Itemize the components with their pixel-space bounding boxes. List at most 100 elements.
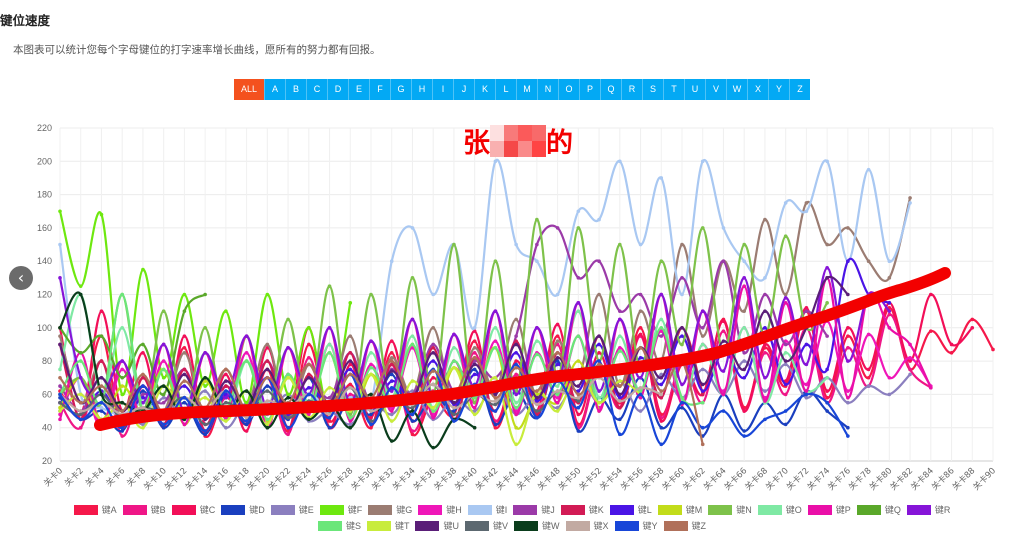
data-point[interactable] [78, 400, 83, 405]
data-point[interactable] [78, 359, 83, 363]
data-point[interactable] [431, 326, 436, 330]
data-point[interactable] [555, 292, 560, 297]
data-point[interactable] [78, 425, 83, 430]
filter-button-a[interactable]: A [264, 79, 285, 100]
data-point[interactable] [141, 392, 145, 397]
filter-button-r[interactable]: R [621, 79, 642, 100]
data-point[interactable] [327, 415, 332, 420]
data-point[interactable] [244, 359, 249, 363]
data-point[interactable] [659, 395, 664, 400]
data-point[interactable] [597, 292, 601, 297]
data-point[interactable] [908, 367, 912, 372]
legend-item[interactable]: 键A [73, 503, 117, 516]
data-point[interactable] [389, 372, 394, 377]
legend-item[interactable]: 键T [366, 519, 409, 532]
data-point[interactable] [887, 309, 892, 313]
data-point[interactable] [846, 400, 850, 405]
data-point[interactable] [265, 417, 270, 422]
data-point[interactable] [700, 367, 705, 372]
data-point[interactable] [576, 384, 581, 388]
data-point[interactable] [120, 392, 124, 397]
data-point[interactable] [742, 359, 746, 363]
data-point[interactable] [804, 201, 809, 205]
data-point[interactable] [472, 359, 477, 363]
filter-button-k[interactable]: K [474, 79, 495, 100]
data-point[interactable] [597, 217, 601, 222]
filter-button-p[interactable]: P [579, 79, 600, 100]
data-point[interactable] [244, 419, 249, 423]
data-point[interactable] [78, 350, 83, 355]
data-point[interactable] [410, 345, 415, 350]
data-point[interactable] [555, 322, 560, 327]
data-point[interactable] [804, 309, 809, 313]
data-point[interactable] [348, 415, 353, 420]
data-point[interactable] [700, 342, 705, 347]
data-point[interactable] [763, 292, 767, 297]
data-point[interactable] [224, 389, 228, 393]
data-point[interactable] [452, 242, 456, 247]
data-point[interactable] [348, 350, 353, 355]
filter-button-d[interactable]: D [327, 79, 348, 100]
data-point[interactable] [638, 332, 643, 337]
data-point[interactable] [452, 359, 456, 363]
data-point[interactable] [389, 350, 394, 355]
data-point[interactable] [991, 347, 995, 352]
data-point[interactable] [58, 409, 62, 413]
data-point[interactable] [410, 409, 415, 413]
data-point[interactable] [576, 395, 581, 400]
data-point[interactable] [452, 365, 456, 370]
data-point[interactable] [866, 332, 871, 337]
data-point[interactable] [576, 392, 581, 397]
data-point[interactable] [866, 259, 871, 264]
data-point[interactable] [804, 395, 809, 400]
data-point[interactable] [431, 382, 436, 387]
data-point[interactable] [307, 417, 311, 422]
data-point[interactable] [846, 292, 850, 297]
data-point[interactable] [389, 385, 394, 390]
data-point[interactable] [887, 259, 892, 264]
data-point[interactable] [514, 425, 518, 430]
data-point[interactable] [700, 326, 705, 330]
data-point[interactable] [887, 301, 892, 305]
data-point[interactable] [597, 342, 601, 347]
data-point[interactable] [659, 326, 664, 330]
data-point[interactable] [514, 405, 518, 410]
data-point[interactable] [555, 334, 560, 338]
data-point[interactable] [120, 384, 124, 388]
data-point[interactable] [846, 334, 850, 338]
data-point[interactable] [472, 412, 477, 417]
data-point[interactable] [161, 309, 166, 313]
data-point[interactable] [680, 382, 684, 387]
data-point[interactable] [763, 276, 767, 280]
legend-item[interactable]: 键O [757, 503, 802, 516]
data-point[interactable] [638, 345, 643, 350]
data-point[interactable] [182, 345, 187, 350]
data-point[interactable] [493, 339, 498, 343]
data-point[interactable] [286, 345, 290, 350]
data-point[interactable] [182, 400, 187, 405]
data-point[interactable] [348, 301, 353, 305]
data-point[interactable] [369, 372, 373, 377]
data-point[interactable] [576, 209, 581, 214]
legend-item[interactable]: 键S [317, 519, 361, 532]
data-point[interactable] [431, 445, 436, 450]
data-point[interactable] [514, 359, 518, 363]
data-point[interactable] [493, 159, 498, 164]
data-point[interactable] [763, 326, 767, 330]
data-point[interactable] [369, 412, 373, 417]
data-point[interactable] [78, 375, 83, 380]
data-point[interactable] [929, 385, 933, 390]
data-point[interactable] [327, 350, 332, 355]
data-point[interactable] [493, 375, 498, 380]
data-point[interactable] [514, 372, 518, 377]
data-point[interactable] [78, 409, 83, 413]
filter-button-y[interactable]: Y [768, 79, 789, 100]
data-point[interactable] [141, 350, 145, 355]
data-point[interactable] [265, 342, 270, 347]
data-point[interactable] [846, 434, 850, 438]
data-point[interactable] [493, 392, 498, 397]
data-point[interactable] [182, 367, 187, 372]
data-point[interactable] [576, 226, 581, 230]
data-point[interactable] [618, 317, 622, 322]
data-point[interactable] [825, 400, 829, 405]
